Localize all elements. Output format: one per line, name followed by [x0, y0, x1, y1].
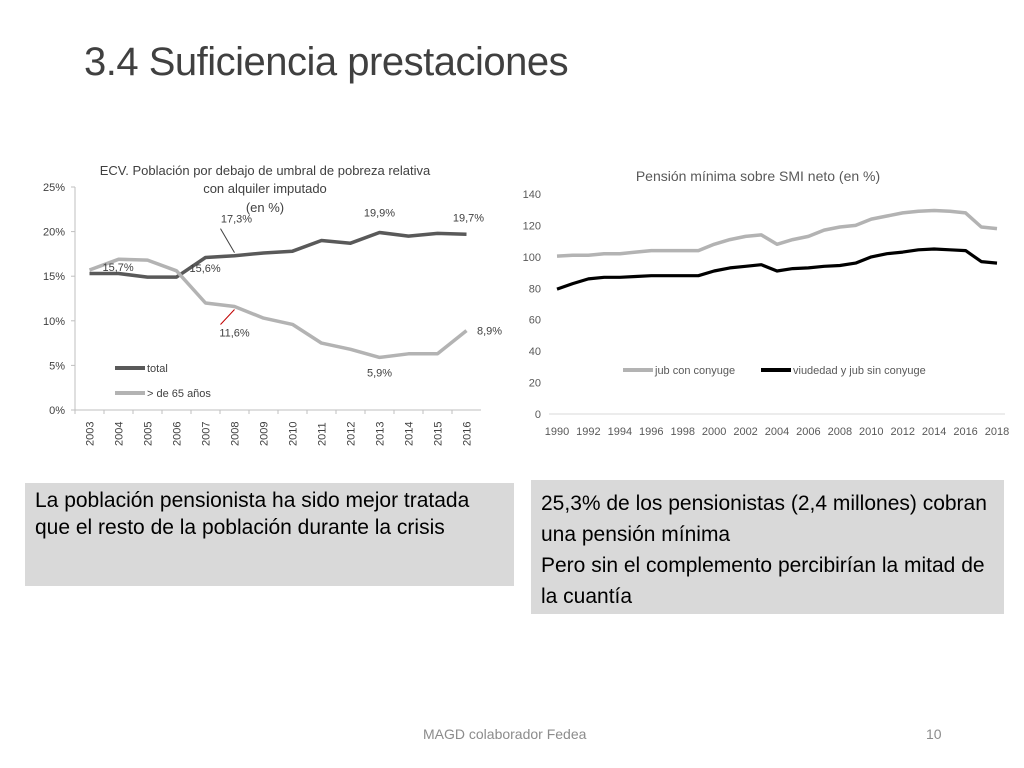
data-label: 17,3%: [221, 214, 252, 226]
chart1-x-tick-label: 2003: [85, 422, 97, 446]
page-number: 10: [926, 726, 942, 742]
chart1-x-tick-label: 2004: [114, 422, 126, 446]
chart2-y-tick-label: 0: [535, 409, 541, 421]
chart1-y-tick-label: 20%: [43, 227, 65, 239]
chart2-y-tick-label: 80: [529, 283, 541, 295]
data-label: 11,6%: [219, 328, 250, 340]
chart1-y-tick-label: 5%: [49, 360, 65, 372]
chart1-y-tick-label: 10%: [43, 316, 65, 328]
chart1-title-line3: (en %): [246, 200, 284, 215]
chart1-x-tick-label: 2014: [404, 422, 416, 446]
chart2-x-tick-label: 2002: [733, 426, 757, 438]
left-text-box: La población pensionista ha sido mejor t…: [25, 483, 514, 586]
chart1-legend: total > de 65 años: [115, 363, 211, 400]
chart1-x-tick-label: 2008: [230, 422, 242, 446]
chart2-y-tick-label: 20: [529, 378, 541, 390]
data-label-leader: [220, 228, 235, 253]
data-label: 8,9%: [477, 326, 502, 338]
chart2-y-tick-label: 140: [523, 189, 541, 201]
chart2-y-tick-label: 40: [529, 346, 541, 358]
chart2-x-tick-label: 2014: [922, 426, 946, 438]
chart1-y-tick-label: 0%: [49, 405, 65, 417]
chart2-x-tick-label: 1998: [670, 426, 694, 438]
chart1-x-tick-label: 2012: [346, 422, 358, 446]
slide-title: 3.4 Suficiencia prestaciones: [84, 40, 569, 84]
data-label-leader: [220, 309, 235, 325]
chart2-x-tick-label: 2000: [702, 426, 726, 438]
left-box-text: La población pensionista ha sido mejor t…: [35, 489, 470, 539]
chart1-x-tick-label: 2007: [201, 422, 213, 446]
chart2-x-tick-label: 2004: [765, 426, 789, 438]
series-line-over65: [88, 257, 468, 360]
chart2-title: Pensión mínima sobre SMI neto (en %): [636, 168, 880, 184]
chart2-x-tick-label: 1990: [545, 426, 569, 438]
legend-label-jub-con-conyuge: jub con conyuge: [654, 365, 735, 377]
series-line-viudedad: [556, 247, 998, 291]
chart2-x-tick-label: 1994: [608, 426, 632, 438]
legend-label-total: total: [147, 363, 168, 375]
footer-text: MAGD colaborador Fedea: [423, 726, 587, 742]
chart2-x-tick-label: 2008: [828, 426, 852, 438]
chart1-y-tick-label: 25%: [43, 182, 65, 194]
chart2-x-tick-label: 2006: [796, 426, 820, 438]
chart1-x-tick-label: 2011: [317, 422, 329, 446]
chart1-y-tick-label: 15%: [43, 271, 65, 283]
chart1-title-line1: ECV. Población por debajo de umbral de p…: [100, 163, 431, 178]
right-box-text-2: Pero sin el complemento percibirían la m…: [541, 554, 985, 608]
chart1-x-tick-label: 2015: [433, 422, 445, 446]
minimum-pension-line-chart: 0 20 40 60 80 100 120 140 1990 1992 1994 1996 1998 2…: [523, 168, 1010, 438]
chart1-x-tick-label: 2009: [259, 422, 271, 446]
chart2-x-tick-label: 1996: [639, 426, 663, 438]
chart2-x-tick-label: 2018: [985, 426, 1009, 438]
chart1-title-line2: con alquiler imputado: [203, 181, 327, 196]
series-line-jub-con-conyuge: [556, 208, 998, 258]
chart2-y-tick-label: 100: [523, 252, 541, 264]
data-label: 5,9%: [367, 367, 392, 379]
chart2-legend: jub con conyuge viudedad y jub sin conyu…: [623, 365, 926, 377]
poverty-line-chart: 0% 5% 10% 15% 20% 25% 2003 2004 2005 2006 2007 200…: [43, 163, 502, 446]
chart1-x-tick-label: 2016: [462, 422, 474, 446]
chart2-y-tick-label: 60: [529, 315, 541, 327]
chart2-x-tick-label: 2016: [953, 426, 977, 438]
data-label: 15,7%: [103, 262, 134, 274]
chart2-y-tick-label: 120: [523, 220, 541, 232]
right-box-text-1: 25,3% de los pensionistas (2,4 millones)…: [541, 492, 987, 546]
data-label: 19,7%: [453, 212, 484, 224]
chart1-x-tick-label: 2013: [375, 422, 387, 446]
data-label: 15,6%: [190, 263, 221, 275]
legend-label-viudedad: viudedad y jub sin conyuge: [793, 365, 926, 377]
chart1-x-tick-label: 2006: [172, 422, 184, 446]
chart2-x-tick-label: 1992: [576, 426, 600, 438]
series-line-total: [89, 230, 467, 279]
chart1-x-tick-label: 2005: [143, 422, 155, 446]
data-label: 19,9%: [364, 207, 395, 219]
right-text-box: 25,3% de los pensionistas (2,4 millones)…: [531, 480, 1004, 614]
legend-label-over65: > de 65 años: [147, 388, 211, 400]
chart2-x-tick-label: 2010: [859, 426, 883, 438]
chart1-x-tick-label: 2010: [288, 422, 300, 446]
chart2-x-tick-label: 2012: [890, 426, 914, 438]
